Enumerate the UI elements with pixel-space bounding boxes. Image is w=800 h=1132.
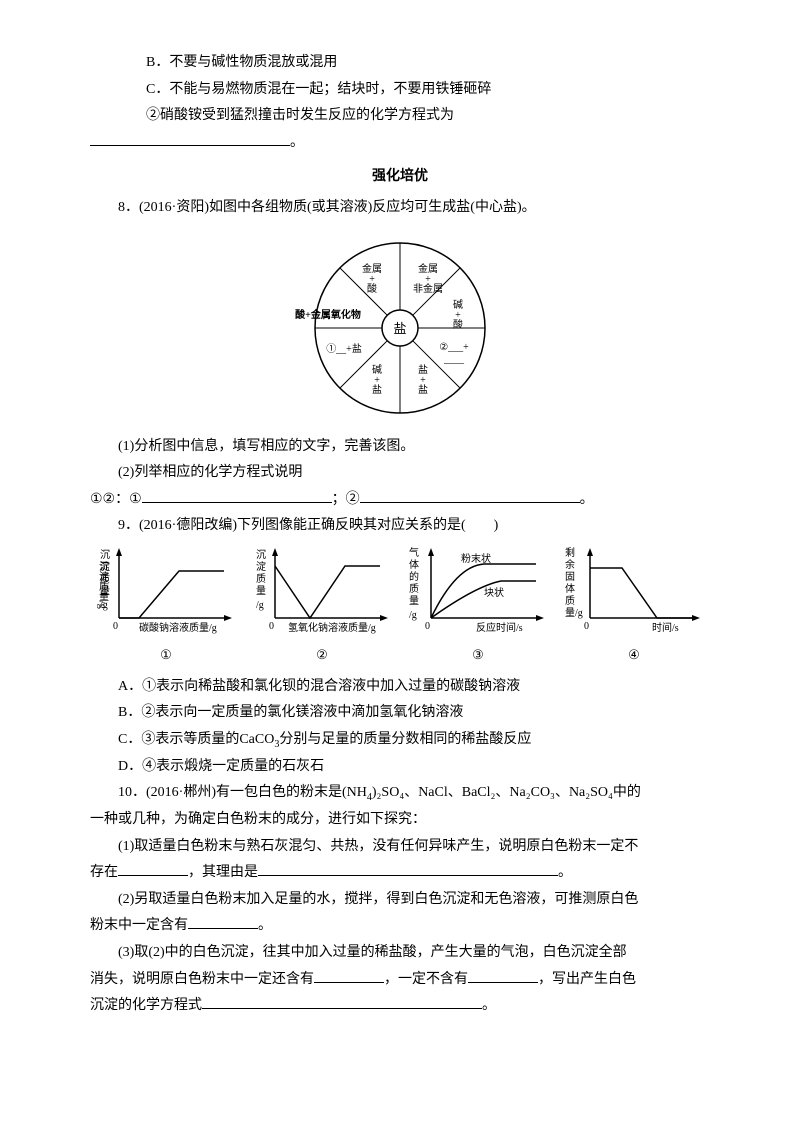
svg-text:质: 质: [100, 573, 110, 585]
line-B: B．不要与碱性物质混放或混用: [90, 50, 710, 77]
svg-text:反应时间/s: 反应时间/s: [476, 621, 523, 634]
svg-text:0: 0: [584, 621, 589, 632]
q10-stem2: 一种或几种，为确定白色粉末的成分，进行如下探究：: [90, 807, 710, 834]
svg-text:质: 质: [565, 595, 575, 607]
chart-3: 气 体 的 质 量 /g 粉末状 块状 0 反应时间/s ③: [402, 546, 554, 668]
svg-text:盐: 盐: [418, 383, 428, 396]
q10-p2b: 粉末中一定含有。: [90, 913, 710, 940]
svg-text:0: 0: [269, 621, 274, 632]
svg-text:盐: 盐: [372, 383, 382, 396]
svg-text:量: 量: [256, 585, 266, 597]
svg-text:①__+盐: ①__+盐: [326, 342, 362, 355]
svg-text:____: ____: [443, 354, 465, 365]
svg-text:淀: 淀: [100, 560, 110, 573]
svg-text:剩: 剩: [565, 546, 575, 559]
chart-1: 沉淀质量/g 沉 淀 质 量 /g 0 碳酸钠溶液质量/g ①: [90, 546, 242, 668]
svg-text:0: 0: [425, 621, 430, 632]
line-q2: ②硝酸铵受到猛烈撞击时发生反应的化学方程式为: [90, 103, 710, 130]
svg-text:非金属: 非金属: [413, 282, 443, 295]
svg-text:量: 量: [100, 585, 110, 597]
circle-center: 盐: [393, 321, 406, 336]
svg-text:酸+金属氧化物: 酸+金属氧化物: [295, 308, 361, 321]
q10-p3a: (3)取(2)中的白色沉淀，往其中加入过量的稀盐酸，产生大量的气泡，白色沉淀全部: [90, 940, 710, 967]
svg-text:沉: 沉: [256, 548, 266, 561]
svg-text:/g: /g: [409, 610, 417, 621]
section-title: 强化培优: [90, 162, 710, 189]
q10-p3e: 沉淀的化学方程式。: [90, 993, 710, 1020]
charts-row: 沉淀质量/g 沉 淀 质 量 /g 0 碳酸钠溶液质量/g ① 沉 淀 质: [90, 546, 710, 668]
svg-text:固: 固: [565, 571, 575, 583]
q8-p2: (2)列举相应的化学方程式说明: [90, 460, 710, 487]
q8-p1: (1)分析图中信息，填写相应的文字，完善该图。: [90, 434, 710, 461]
svg-text:0: 0: [113, 621, 118, 632]
q9-B: B．②表示向一定质量的氯化镁溶液中滴加氢氧化钠溶液: [90, 700, 710, 727]
svg-text:质: 质: [256, 573, 266, 585]
svg-text:时间/s: 时间/s: [652, 621, 679, 634]
circle-diagram: 盐 金属 + 酸 金属 + 非金属 碱 + 酸 ②___+ ____ 盐 + 盐…: [90, 228, 710, 428]
svg-text:淀: 淀: [256, 560, 266, 573]
page: B．不要与碱性物质混放或混用 C．不能与易燃物质混在一起；结块时，不要用铁锤砸碎…: [0, 0, 800, 1132]
q10-p1b: 存在，其理由是。: [90, 860, 710, 887]
blank-line-1: 。: [90, 130, 710, 157]
svg-text:/g: /g: [256, 600, 264, 611]
line-C: C．不能与易燃物质混在一起；结块时，不要用铁锤砸碎: [90, 77, 710, 104]
svg-text:/g: /g: [100, 600, 108, 611]
q8-p2-line: ①②：①；②。: [90, 487, 710, 514]
svg-text:的: 的: [409, 570, 419, 583]
q10-p1a: (1)取适量白色粉末与熟石灰混匀、共热，没有任何异味产生，说明原白色粉末一定不: [90, 834, 710, 861]
q10-p2a: (2)另取适量白色粉末加入足量的水，搅拌，得到白色沉淀和无色溶液，可推测原白色: [90, 887, 710, 914]
svg-text:沉: 沉: [100, 548, 110, 561]
q9-stem: 9．(2016·德阳改编)下列图像能正确反映其对应关系的是( ): [90, 513, 710, 540]
q10-p3b: 消失，说明原白色粉末中一定还含有，一定不含有，写出产生白色: [90, 967, 710, 994]
q9-D: D．④表示煅烧一定质量的石灰石: [90, 754, 710, 781]
svg-text:酸: 酸: [453, 318, 463, 331]
svg-text:碳酸钠溶液质量/g: 碳酸钠溶液质量/g: [139, 621, 217, 634]
chart-2: 沉 淀 质 量 /g 0 氢氧化钠溶液质量/g ②: [246, 546, 398, 668]
svg-text:余: 余: [565, 558, 575, 571]
svg-text:量/g: 量/g: [565, 607, 583, 619]
svg-text:氢氧化钠溶液质量/g: 氢氧化钠溶液质量/g: [288, 621, 376, 634]
q9-C: C．③表示等质量的CaCO3分别与足量的质量分数相同的稀盐酸反应: [90, 727, 710, 754]
svg-text:块状: 块状: [484, 586, 504, 599]
svg-text:气: 气: [409, 546, 419, 559]
svg-text:质: 质: [409, 583, 419, 595]
q8-stem: 8．(2016·资阳)如图中各组物质(或其溶液)反应均可生成盐(中心盐)。: [90, 195, 710, 222]
q9-A: A．①表示向稀盐酸和氯化钡的混合溶液中加入过量的碳酸钠溶液: [90, 674, 710, 701]
svg-text:②___+: ②___+: [439, 342, 469, 353]
svg-text:粉末状: 粉末状: [461, 552, 491, 565]
q10-stem: 10．(2016·郴州)有一包白色的粉末是(NH4)₂SO₄、NaCl、BaCl…: [90, 780, 710, 807]
chart-4: 剩 余 固 体 质 量/g 0 时间/s ④: [558, 546, 710, 668]
svg-text:体: 体: [409, 559, 419, 571]
svg-text:体: 体: [565, 583, 575, 595]
svg-text:量: 量: [409, 595, 419, 607]
svg-text:酸: 酸: [367, 282, 377, 295]
